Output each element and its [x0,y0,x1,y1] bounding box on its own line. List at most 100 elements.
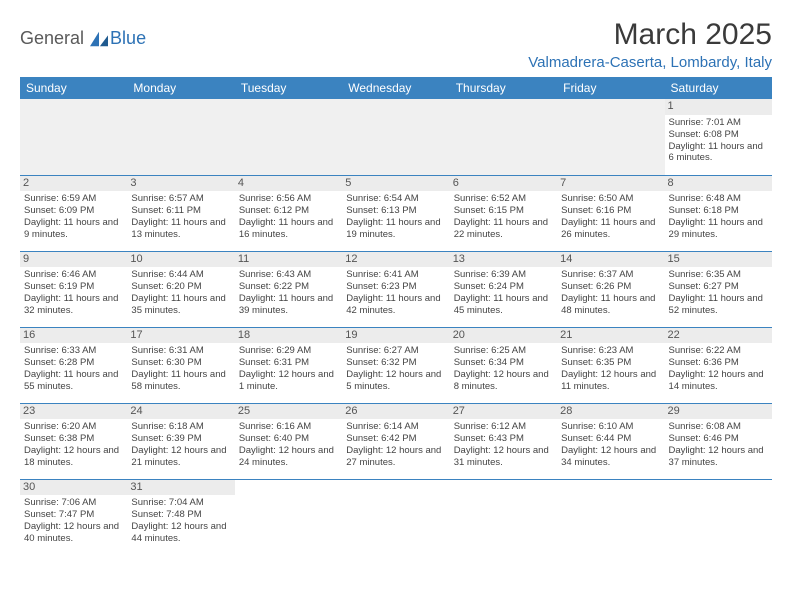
daylight-line: Daylight: 12 hours and 14 minutes. [669,369,768,393]
sunrise-line: Sunrise: 6:43 AM [239,269,338,281]
day-number: 11 [235,252,342,268]
calendar-cell [557,479,664,555]
sunrise-line: Sunrise: 6:14 AM [346,421,445,433]
sunset-line: Sunset: 6:13 PM [346,205,445,217]
calendar-cell [235,479,342,555]
daylight-line: Daylight: 11 hours and 55 minutes. [24,369,123,393]
sunrise-line: Sunrise: 6:18 AM [131,421,230,433]
day-number: 15 [665,252,772,268]
sunset-line: Sunset: 6:24 PM [454,281,553,293]
weekday-header: Friday [557,77,664,99]
daylight-line: Daylight: 11 hours and 48 minutes. [561,293,660,317]
calendar-cell [20,99,127,175]
calendar-cell: 14Sunrise: 6:37 AMSunset: 6:26 PMDayligh… [557,251,664,327]
day-number: 6 [450,176,557,192]
daylight-line: Daylight: 11 hours and 58 minutes. [131,369,230,393]
weekday-header: Monday [127,77,234,99]
daylight-line: Daylight: 12 hours and 37 minutes. [669,445,768,469]
sunrise-line: Sunrise: 6:12 AM [454,421,553,433]
sunset-line: Sunset: 6:19 PM [24,281,123,293]
calendar-cell: 9Sunrise: 6:46 AMSunset: 6:19 PMDaylight… [20,251,127,327]
sunrise-line: Sunrise: 6:31 AM [131,345,230,357]
weekday-header: Saturday [665,77,772,99]
weekday-header: Tuesday [235,77,342,99]
calendar-cell: 7Sunrise: 6:50 AMSunset: 6:16 PMDaylight… [557,175,664,251]
daylight-line: Daylight: 12 hours and 21 minutes. [131,445,230,469]
day-details: Sunrise: 6:48 AMSunset: 6:18 PMDaylight:… [669,193,768,241]
day-number: 23 [20,404,127,420]
logo-text-general: General [20,28,84,49]
day-number: 31 [127,480,234,496]
sunset-line: Sunset: 6:15 PM [454,205,553,217]
calendar-cell [450,479,557,555]
day-details: Sunrise: 6:16 AMSunset: 6:40 PMDaylight:… [239,421,338,469]
day-number: 18 [235,328,342,344]
calendar-cell [235,99,342,175]
calendar-cell: 2Sunrise: 6:59 AMSunset: 6:09 PMDaylight… [20,175,127,251]
day-number: 22 [665,328,772,344]
sunrise-line: Sunrise: 7:04 AM [131,497,230,509]
day-details: Sunrise: 6:31 AMSunset: 6:30 PMDaylight:… [131,345,230,393]
day-details: Sunrise: 6:33 AMSunset: 6:28 PMDaylight:… [24,345,123,393]
calendar-table: SundayMondayTuesdayWednesdayThursdayFrid… [20,77,772,555]
sunrise-line: Sunrise: 6:37 AM [561,269,660,281]
day-details: Sunrise: 6:41 AMSunset: 6:23 PMDaylight:… [346,269,445,317]
sunset-line: Sunset: 6:08 PM [669,129,768,141]
day-details: Sunrise: 6:23 AMSunset: 6:35 PMDaylight:… [561,345,660,393]
sunset-line: Sunset: 6:26 PM [561,281,660,293]
calendar-cell: 23Sunrise: 6:20 AMSunset: 6:38 PMDayligh… [20,403,127,479]
daylight-line: Daylight: 11 hours and 22 minutes. [454,217,553,241]
day-number: 24 [127,404,234,420]
sunrise-line: Sunrise: 6:39 AM [454,269,553,281]
sunrise-line: Sunrise: 6:48 AM [669,193,768,205]
calendar-cell: 3Sunrise: 6:57 AMSunset: 6:11 PMDaylight… [127,175,234,251]
day-details: Sunrise: 6:43 AMSunset: 6:22 PMDaylight:… [239,269,338,317]
sunrise-line: Sunrise: 7:06 AM [24,497,123,509]
day-details: Sunrise: 6:22 AMSunset: 6:36 PMDaylight:… [669,345,768,393]
daylight-line: Daylight: 12 hours and 27 minutes. [346,445,445,469]
calendar-body: 1Sunrise: 7:01 AMSunset: 6:08 PMDaylight… [20,99,772,555]
location-label: Valmadrera-Caserta, Lombardy, Italy [528,54,772,71]
day-number: 30 [20,480,127,496]
day-number: 14 [557,252,664,268]
sunset-line: Sunset: 6:46 PM [669,433,768,445]
logo-sail-icon [88,30,110,48]
header: General Blue March 2025 Valmadrera-Caser… [20,18,772,71]
calendar-cell: 22Sunrise: 6:22 AMSunset: 6:36 PMDayligh… [665,327,772,403]
logo: General Blue [20,18,146,49]
sunset-line: Sunset: 6:42 PM [346,433,445,445]
daylight-line: Daylight: 11 hours and 29 minutes. [669,217,768,241]
sunrise-line: Sunrise: 6:23 AM [561,345,660,357]
daylight-line: Daylight: 12 hours and 24 minutes. [239,445,338,469]
calendar-cell: 1Sunrise: 7:01 AMSunset: 6:08 PMDaylight… [665,99,772,175]
day-details: Sunrise: 6:56 AMSunset: 6:12 PMDaylight:… [239,193,338,241]
daylight-line: Daylight: 11 hours and 35 minutes. [131,293,230,317]
daylight-line: Daylight: 11 hours and 39 minutes. [239,293,338,317]
calendar-cell: 27Sunrise: 6:12 AMSunset: 6:43 PMDayligh… [450,403,557,479]
sunset-line: Sunset: 6:11 PM [131,205,230,217]
calendar-cell [127,99,234,175]
daylight-line: Daylight: 11 hours and 45 minutes. [454,293,553,317]
day-details: Sunrise: 6:39 AMSunset: 6:24 PMDaylight:… [454,269,553,317]
day-number: 16 [20,328,127,344]
daylight-line: Daylight: 11 hours and 6 minutes. [669,141,768,165]
daylight-line: Daylight: 12 hours and 1 minute. [239,369,338,393]
day-details: Sunrise: 6:57 AMSunset: 6:11 PMDaylight:… [131,193,230,241]
sunset-line: Sunset: 7:47 PM [24,509,123,521]
sunrise-line: Sunrise: 6:59 AM [24,193,123,205]
sunset-line: Sunset: 6:16 PM [561,205,660,217]
sunset-line: Sunset: 6:39 PM [131,433,230,445]
sunset-line: Sunset: 6:35 PM [561,357,660,369]
daylight-line: Daylight: 12 hours and 44 minutes. [131,521,230,545]
calendar-cell: 4Sunrise: 6:56 AMSunset: 6:12 PMDaylight… [235,175,342,251]
sunrise-line: Sunrise: 6:33 AM [24,345,123,357]
sunrise-line: Sunrise: 6:41 AM [346,269,445,281]
calendar-cell: 17Sunrise: 6:31 AMSunset: 6:30 PMDayligh… [127,327,234,403]
day-details: Sunrise: 6:12 AMSunset: 6:43 PMDaylight:… [454,421,553,469]
day-number: 3 [127,176,234,192]
sunrise-line: Sunrise: 6:56 AM [239,193,338,205]
calendar-cell: 19Sunrise: 6:27 AMSunset: 6:32 PMDayligh… [342,327,449,403]
sunrise-line: Sunrise: 6:50 AM [561,193,660,205]
sunrise-line: Sunrise: 7:01 AM [669,117,768,129]
sunrise-line: Sunrise: 6:10 AM [561,421,660,433]
